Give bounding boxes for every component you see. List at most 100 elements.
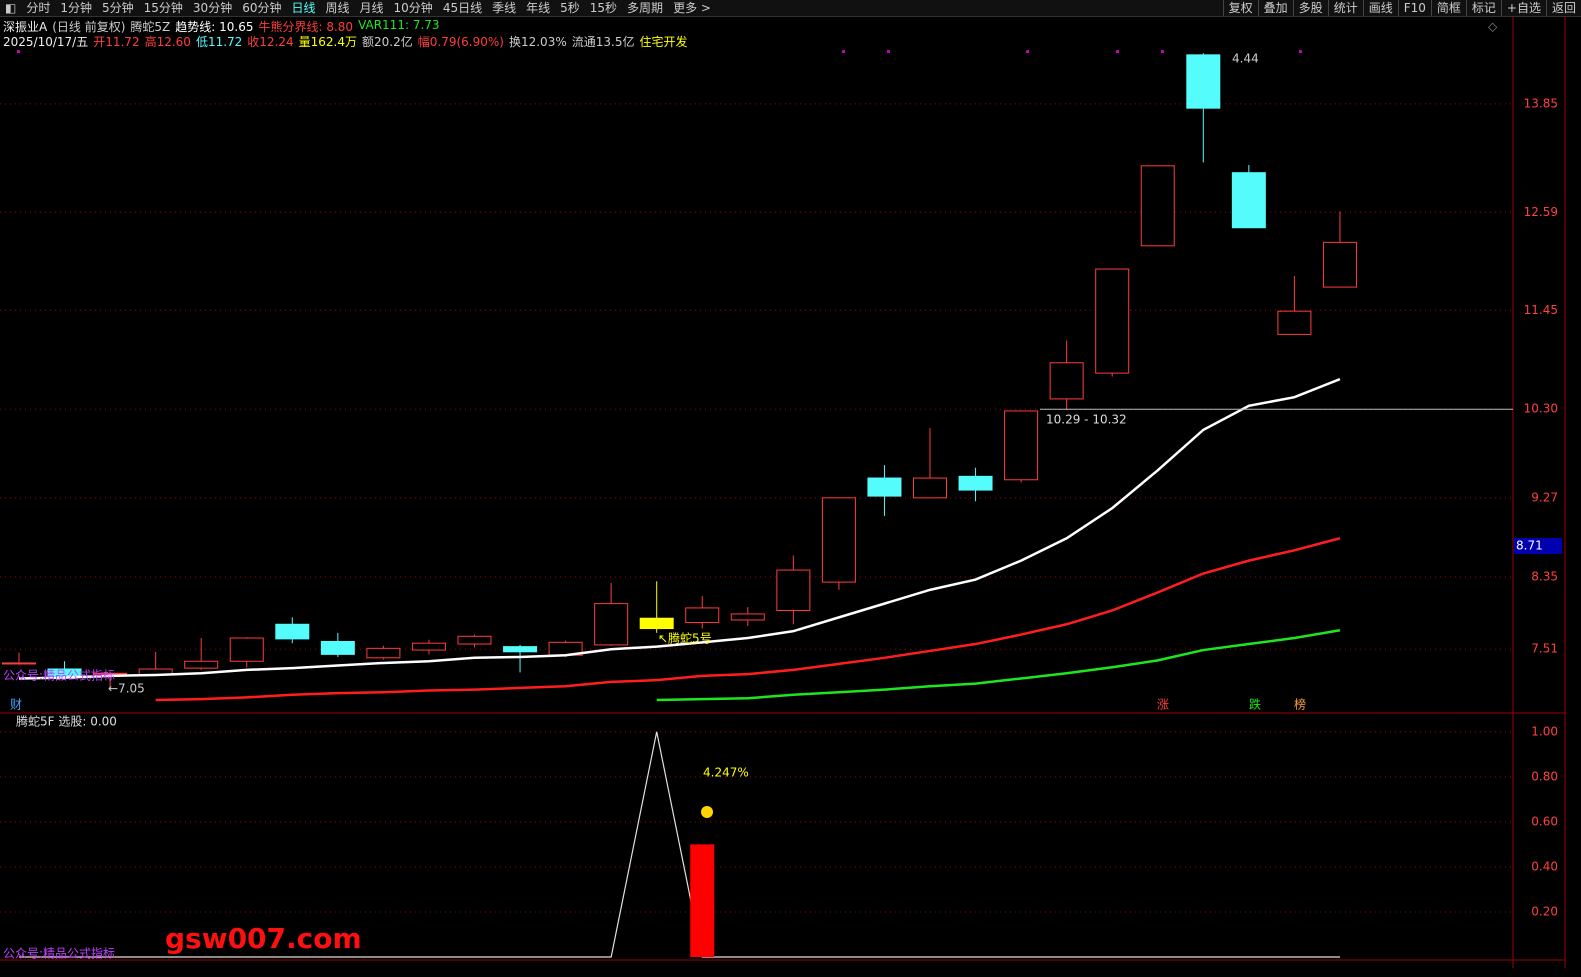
candle-body (1186, 54, 1221, 109)
candle-body (1231, 172, 1266, 229)
line (18, 377, 1341, 680)
info-item: 开11.72 (93, 35, 140, 49)
tool-button[interactable]: 统计 (1327, 0, 1363, 16)
tool-button[interactable]: 多股 (1292, 0, 1328, 16)
toolbar: ◧ 分时 1分钟 5分钟 15分钟 30分钟 60分钟 日线 周线 月线 10分钟 45日线 季线 年线 5… (0, 0, 1581, 17)
marker: 财 (10, 698, 22, 712)
tool-button[interactable]: 简框 (1430, 0, 1466, 16)
menu-icon[interactable]: ◧ (5, 1, 17, 15)
info-item: 住宅开发 (639, 35, 688, 49)
period-tab[interactable]: 多周期 (627, 1, 664, 15)
info-item: 牛熊分界线: 8.80 (258, 20, 354, 34)
period-tab[interactable]: 更多 > (673, 1, 711, 15)
price-box (1514, 537, 1562, 554)
periods: 分时 1分钟 5分钟 15分钟 30分钟 60分钟 日线 周线 月线 10分钟 45日线 季线 年线 5秒… (21, 0, 716, 16)
line (19, 731, 1340, 958)
smiley (701, 806, 713, 818)
info-item: 低11.72 (195, 35, 243, 49)
tool-button[interactable]: 返回 (1545, 0, 1581, 16)
candle-body (548, 641, 583, 656)
tool-button[interactable]: +自选 (1500, 0, 1546, 16)
candle-body (1322, 241, 1357, 288)
period-tab[interactable]: 5分钟 (102, 1, 134, 15)
period-tab[interactable]: 60分钟 (242, 1, 282, 15)
marker: 涨 (1157, 697, 1169, 712)
candle-body (47, 668, 82, 677)
annotation: 4.44 (1232, 52, 1259, 66)
watermark-account: 公众号:精品公式指标 (3, 946, 115, 961)
bar (690, 844, 715, 957)
candle-body (821, 497, 856, 583)
period-tab[interactable]: 季线 (492, 1, 517, 15)
candle-body (457, 635, 492, 645)
candle-body (1004, 410, 1039, 481)
y-tick-label: 12.59 (1524, 205, 1558, 219)
line (155, 537, 1341, 702)
candle-body (184, 660, 219, 669)
tool-button[interactable]: F10 (1397, 0, 1431, 16)
candle-body (958, 475, 993, 491)
period-tab[interactable]: 1分钟 (60, 1, 92, 15)
annotation: ←7.05 (108, 682, 145, 696)
candle-body (913, 477, 947, 499)
info-line-2: 2025/10/17/五 开11.72 高12.60 低11.72 收12.24 量162… (3, 33, 687, 50)
line (656, 629, 1341, 702)
candle-body (275, 623, 310, 640)
info-item: 流通13.5亿 (571, 35, 635, 49)
y-tick-label: 11.45 (1524, 303, 1558, 317)
marker: 榜 (1294, 697, 1306, 712)
y-tick-label: 0.20 (1531, 904, 1558, 918)
info-item: 收12.24 (247, 35, 294, 49)
y-tick-label: 0.60 (1531, 814, 1558, 828)
candle-body (411, 642, 446, 651)
candle-body (639, 617, 674, 630)
info-item: 腾蛇5Z (130, 20, 171, 34)
annotation: 4.247% (703, 766, 749, 780)
candle-body (1140, 165, 1175, 247)
period-tab[interactable]: 15分钟 (143, 1, 183, 15)
marker: 跌 (1249, 697, 1261, 712)
info-line-1: 深振业A (日线 前复权) 腾蛇5Z 趋势线: 10.65 牛熊分界线: 8.80 VAR… (3, 18, 440, 35)
info-item: 额20.2亿 (362, 35, 413, 49)
info-item: 换12.03% (508, 35, 567, 49)
info-item: 深振业A (3, 20, 48, 34)
price-box-label: 8.71 (1516, 538, 1543, 552)
tools: 复权 叠加 多股 统计 画线 F10 简框 标记 +自选 返回 (1222, 0, 1581, 16)
icon: ◇ (1488, 20, 1498, 34)
candle-body (867, 477, 902, 497)
tool-button[interactable]: 画线 (1362, 0, 1398, 16)
info-item: (日线 前复权) (52, 20, 126, 34)
annotation: 10.29 - 10.32 (1046, 413, 1127, 427)
period-tab[interactable]: 月线 (359, 1, 384, 15)
period-tab[interactable]: 日线 (291, 1, 316, 15)
tool-button[interactable]: 叠加 (1257, 0, 1293, 16)
period-tab[interactable]: 周线 (325, 1, 350, 15)
tool-button[interactable]: 复权 (1222, 0, 1258, 16)
candle-body (229, 637, 264, 662)
candle-body (320, 640, 355, 655)
watermark-account: 公众号:精品公式指标 (3, 668, 115, 683)
y-tick-label: 13.85 (1524, 96, 1558, 110)
period-tab[interactable]: 年线 (526, 1, 551, 15)
period-tab[interactable]: 45日线 (442, 1, 483, 15)
info-item: 趋势线: 10.65 (175, 20, 254, 34)
info-item: 幅0.79(6.90%) (417, 35, 504, 49)
panel-title: 腾蛇5F 选股: 0.00 (16, 714, 117, 729)
period-tab[interactable]: 分时 (26, 1, 51, 15)
period-tab[interactable]: 10分钟 (393, 1, 433, 15)
candle-body (594, 603, 629, 646)
period-tab[interactable]: 15秒 (589, 1, 618, 15)
tool-button[interactable]: 标记 (1465, 0, 1501, 16)
candle-body (1049, 362, 1084, 400)
y-tick-label: 0.40 (1531, 859, 1558, 873)
y-tick-label: 10.30 (1524, 402, 1558, 416)
candle-body (685, 607, 720, 624)
period-tab[interactable]: 5秒 (560, 1, 580, 15)
info-item: 量162.4万 (298, 35, 358, 49)
watermark-site: gsw007.com (165, 922, 362, 955)
candle-body (366, 647, 401, 659)
y-tick-label: 0.80 (1531, 769, 1558, 783)
period-tab[interactable]: 30分钟 (192, 1, 233, 15)
